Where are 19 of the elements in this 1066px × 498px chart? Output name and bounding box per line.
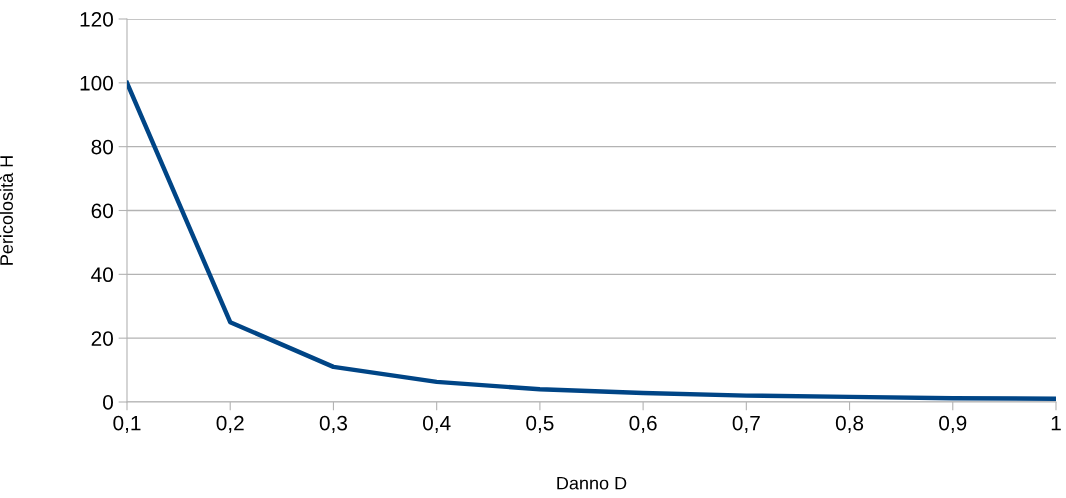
x-tick-label: 0,7 <box>732 415 760 433</box>
x-tick-label: 0,5 <box>526 415 554 433</box>
x-tick-label: 0,9 <box>939 415 967 433</box>
y-tick-label: 120 <box>80 12 113 27</box>
y-tick-label: 100 <box>80 75 113 91</box>
y-tick-label: 80 <box>91 139 113 155</box>
x-axis-title: Danno D <box>557 476 627 490</box>
x-tick-label: 0,6 <box>629 415 657 433</box>
y-tick-label: 60 <box>91 203 113 219</box>
x-tick-label: 0,1 <box>113 415 141 433</box>
y-tick-label: 0 <box>103 395 113 410</box>
x-tick-label: 0,2 <box>216 415 244 433</box>
x-tick-label: 0,3 <box>319 415 348 433</box>
y-tick-label: 40 <box>91 267 113 283</box>
x-tick-label: 1 <box>1051 415 1061 431</box>
y-tick-label: 20 <box>91 331 113 346</box>
x-tick-label: 0,4 <box>423 415 451 433</box>
x-tick-label: 0,8 <box>835 415 864 433</box>
y-axis-title: Pericolosità H <box>0 156 13 265</box>
